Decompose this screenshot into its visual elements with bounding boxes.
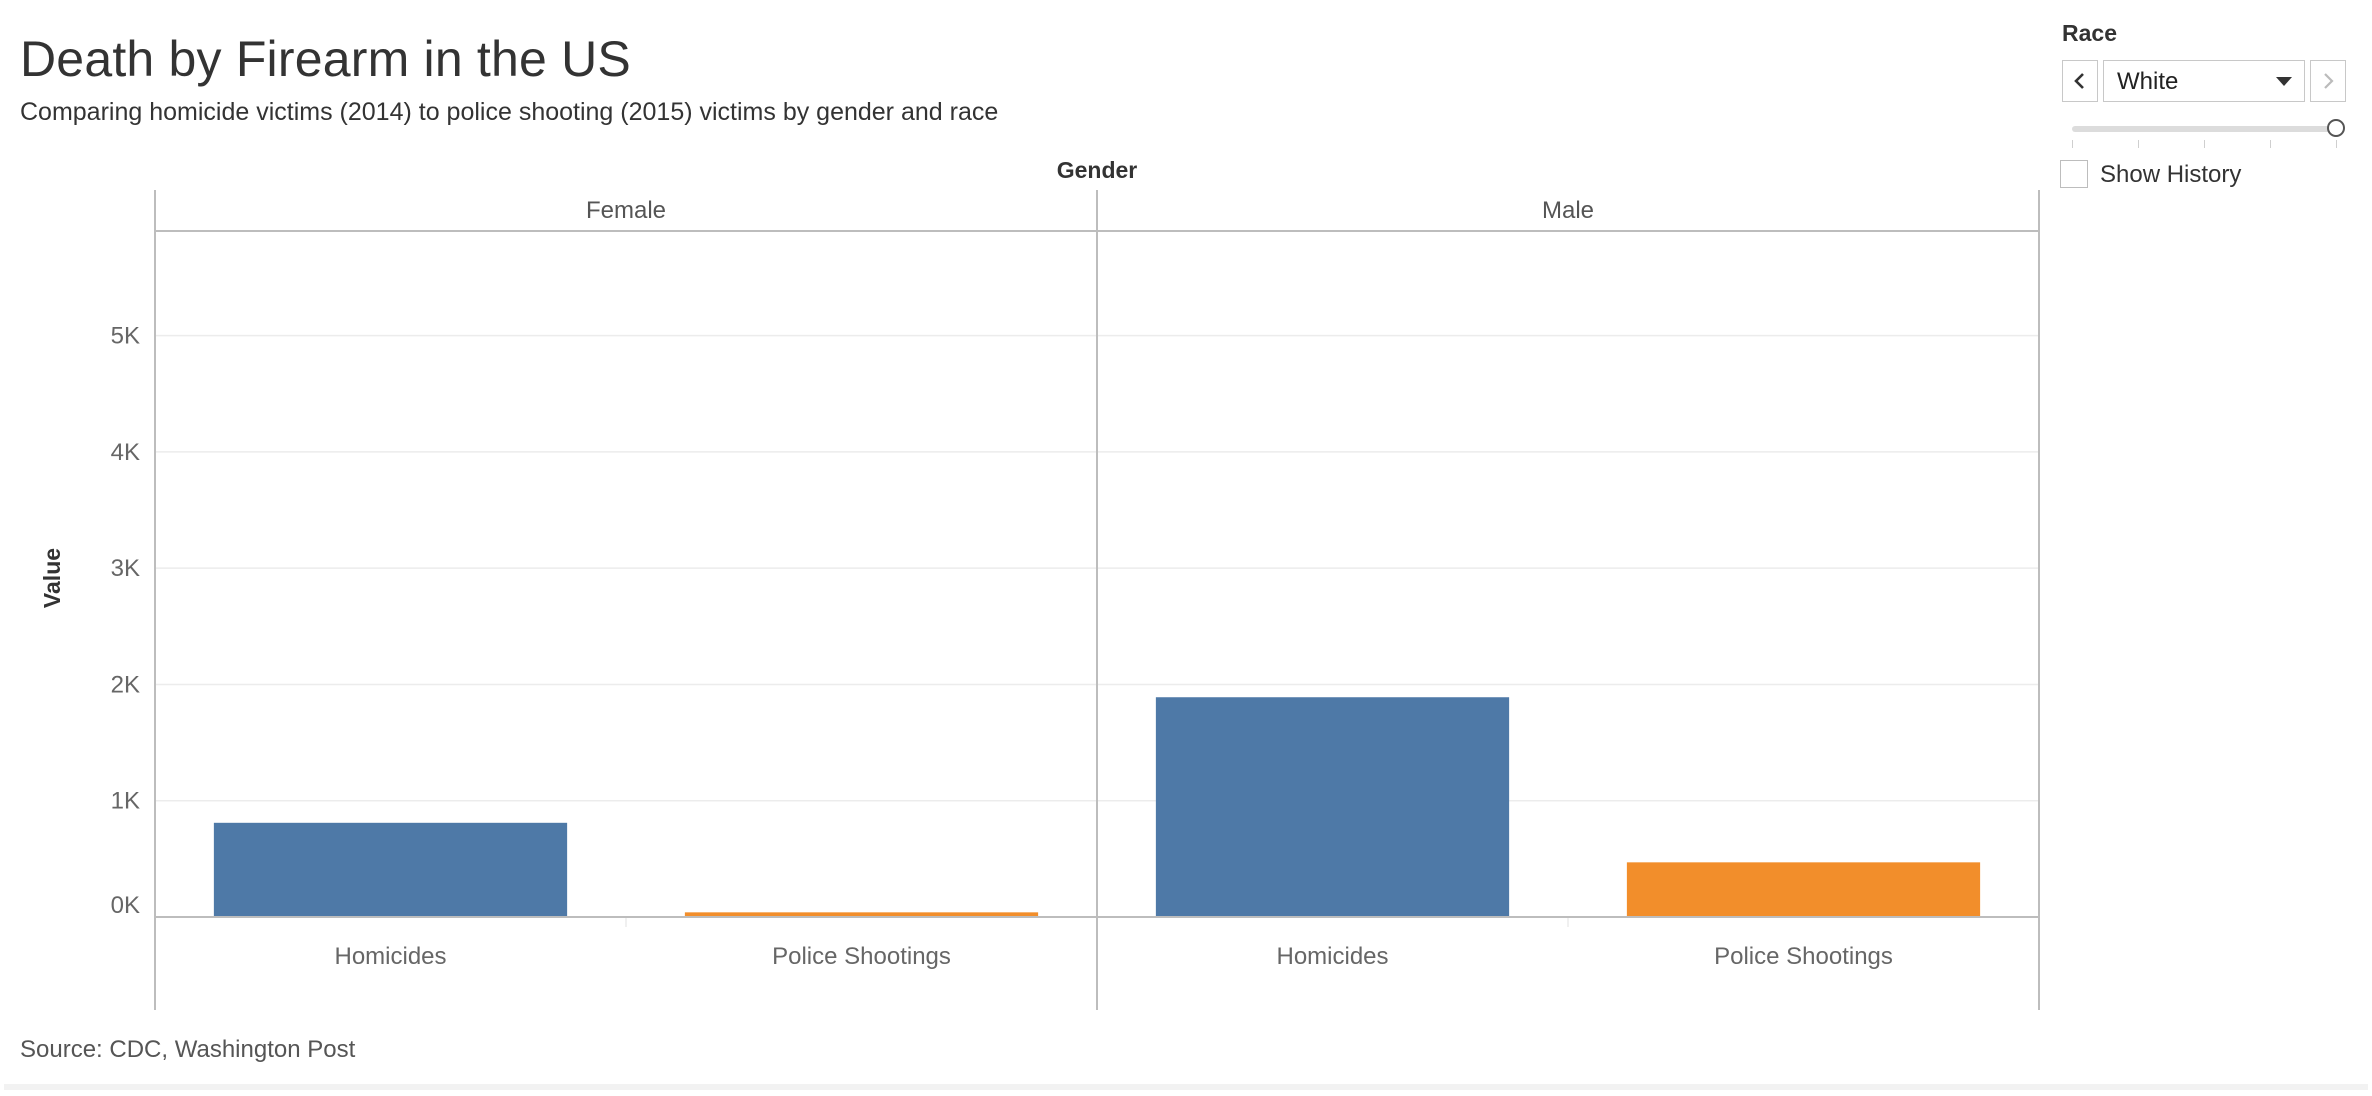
bar-male-police-shootings	[1626, 862, 1981, 917]
caret-down-icon	[2276, 77, 2292, 86]
race-dropdown[interactable]: White	[2103, 60, 2305, 102]
dashboard-frame	[4, 0, 2368, 1090]
bar-female-homicides	[213, 822, 568, 917]
x-tick-label: Police Shootings	[1714, 943, 1893, 970]
slider-tick	[2138, 140, 2139, 148]
y-tick-label: 0K	[111, 892, 140, 919]
x-tick-label: Homicides	[1276, 943, 1388, 970]
bar-male-homicides	[1155, 697, 1510, 917]
chart-frame	[154, 190, 2040, 1010]
panel-header-male: Male	[1542, 197, 1594, 224]
y-tick-label: 1K	[111, 788, 140, 815]
chevron-right-icon	[2324, 73, 2334, 89]
chevron-left-icon	[2074, 73, 2084, 89]
y-axis-title: Value	[39, 548, 65, 608]
race-slider-thumb[interactable]	[2327, 119, 2345, 137]
race-slider-track[interactable]	[2072, 126, 2336, 132]
y-tick-label: 2K	[111, 671, 140, 698]
y-tick-label: 3K	[111, 555, 140, 582]
slider-tick	[2336, 140, 2337, 148]
bars	[213, 697, 1981, 917]
x-tick-label: Police Shootings	[772, 943, 951, 970]
race-dropdown-value: White	[2117, 68, 2179, 95]
race-next-button[interactable]	[2310, 60, 2346, 102]
slider-tick	[2204, 140, 2205, 148]
page-subtitle: Comparing homicide victims (2014) to pol…	[20, 98, 999, 126]
slider-tick	[2072, 140, 2073, 148]
y-tick-label: 5K	[111, 323, 140, 350]
show-history-checkbox[interactable]	[2060, 160, 2088, 188]
race-prev-button[interactable]	[2062, 60, 2098, 102]
bar-female-police-shootings	[684, 912, 1039, 917]
chart-labels: 0K 1K 2K 3K 4K 5K Value Gender Female Homicides Po…	[39, 157, 1893, 970]
column-header-gender: Gender	[1057, 157, 1138, 183]
show-history-label[interactable]: Show History	[2100, 161, 2242, 188]
slider-tick	[2270, 140, 2271, 148]
page-title: Death by Firearm in the US	[20, 31, 631, 87]
panel-header-female: Female	[586, 197, 666, 224]
y-tick-label: 4K	[111, 439, 140, 466]
race-filter-label: Race	[2062, 20, 2117, 46]
x-tick-label: Homicides	[334, 943, 446, 970]
source-note: Source: CDC, Washington Post	[20, 1036, 356, 1063]
